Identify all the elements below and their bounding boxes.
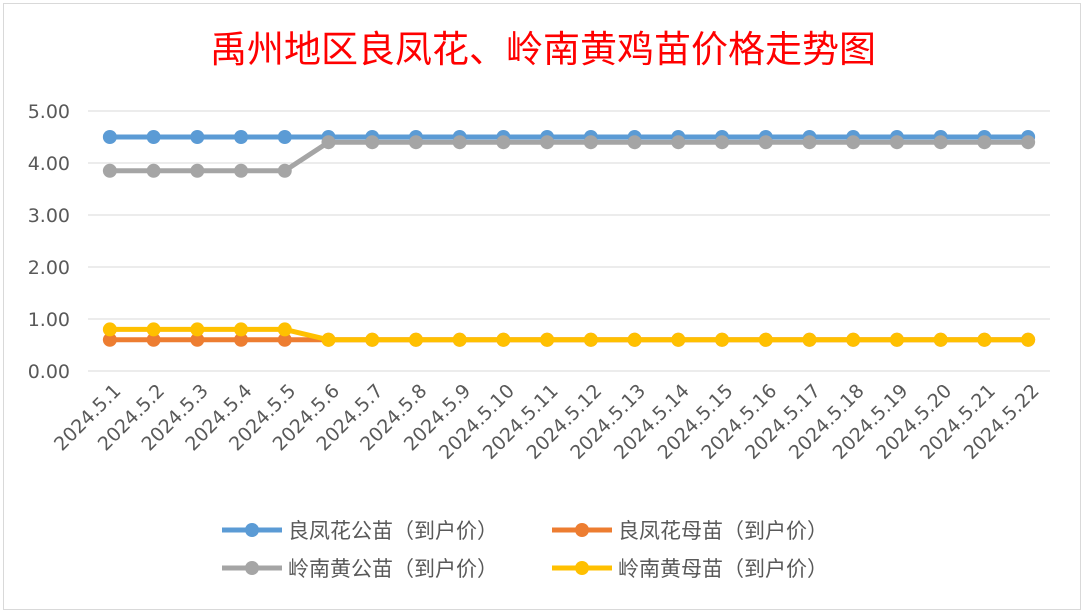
- data-point: [933, 135, 948, 150]
- data-point: [277, 322, 292, 337]
- data-point: [102, 163, 117, 178]
- data-point: [802, 332, 817, 347]
- legend-label: 岭南黄母苗（到户价）: [618, 557, 828, 581]
- data-point: [102, 322, 117, 337]
- data-point: [146, 163, 161, 178]
- data-point: [889, 332, 904, 347]
- data-point: [452, 135, 467, 150]
- data-point: [1021, 332, 1036, 347]
- data-point: [1021, 135, 1036, 150]
- data-point: [102, 130, 117, 144]
- data-point: [540, 135, 555, 150]
- data-point: [627, 135, 642, 150]
- series-4: [102, 322, 1036, 347]
- legend-marker: [575, 561, 589, 575]
- data-point: [627, 332, 642, 347]
- data-point: [846, 332, 861, 347]
- data-point: [190, 332, 205, 347]
- series-line: [107, 326, 1031, 343]
- gridlines: [88, 110, 1050, 372]
- data-point: [277, 332, 292, 347]
- data-point: [234, 163, 249, 178]
- legend-item-4: 岭南黄母苗（到户价）: [552, 557, 828, 581]
- data-point: [234, 322, 249, 337]
- data-point: [277, 130, 292, 144]
- data-point: [102, 332, 117, 347]
- y-tick-label: 2.00: [28, 257, 70, 279]
- data-point: [365, 332, 380, 347]
- data-point: [671, 332, 686, 347]
- data-point: [146, 322, 161, 337]
- legend-item-1: 良凤花公苗（到户价）: [222, 519, 498, 543]
- data-point: [234, 332, 249, 347]
- chart-title: 禹州地区良凤花、岭南黄鸡苗价格走势图: [210, 28, 876, 71]
- data-point: [190, 163, 205, 178]
- legend-marker: [575, 523, 589, 537]
- legend-marker: [245, 561, 259, 575]
- series-3: [102, 135, 1036, 178]
- data-point: [408, 332, 423, 347]
- data-point: [977, 332, 992, 347]
- data-point: [583, 332, 598, 347]
- data-point: [583, 135, 598, 150]
- legend: 良凤花公苗（到户价） 良凤花母苗（到户价） 岭南黄公苗（到户价） 岭南黄母苗（到户价）: [222, 519, 828, 581]
- data-point: [234, 130, 249, 144]
- legend-marker: [245, 523, 259, 537]
- y-axis-labels: 0.00 1.00 2.00 3.00 4.00 5.00: [28, 101, 70, 383]
- data-point: [496, 332, 511, 347]
- legend-item-2: 良凤花母苗（到户价）: [552, 519, 828, 543]
- legend-item-3: 岭南黄公苗（到户价）: [222, 557, 498, 581]
- data-point: [758, 332, 773, 347]
- data-point: [671, 135, 686, 150]
- legend-label: 良凤花公苗（到户价）: [288, 519, 498, 543]
- data-point: [452, 332, 467, 347]
- data-point: [321, 332, 336, 347]
- y-tick-label: 1.00: [28, 309, 70, 331]
- y-tick-label: 3.00: [28, 205, 70, 227]
- data-point: [802, 135, 817, 150]
- legend-label: 良凤花母苗（到户价）: [618, 519, 828, 543]
- data-point: [277, 163, 292, 178]
- data-point: [715, 135, 730, 150]
- data-point: [321, 135, 336, 150]
- data-point: [190, 322, 205, 337]
- data-point: [190, 130, 205, 144]
- data-point: [146, 130, 161, 144]
- data-point: [146, 332, 161, 347]
- data-point: [846, 135, 861, 150]
- legend-label: 岭南黄公苗（到户价）: [288, 557, 498, 581]
- data-point: [933, 332, 948, 347]
- chart-frame: [3, 3, 1081, 610]
- data-point: [496, 135, 511, 150]
- y-tick-label: 4.00: [28, 153, 70, 175]
- series-lines: [102, 130, 1036, 347]
- data-point: [889, 135, 904, 150]
- data-point: [758, 135, 773, 150]
- data-point: [715, 332, 730, 347]
- data-point: [540, 332, 555, 347]
- data-point: [977, 135, 992, 150]
- series-line: [107, 139, 1031, 174]
- x-axis-labels: 2024.5.12024.5.22024.5.32024.5.42024.5.5…: [50, 380, 1044, 464]
- y-tick-label: 0.00: [28, 361, 70, 383]
- data-point: [365, 135, 380, 150]
- data-point: [408, 135, 423, 150]
- y-tick-label: 5.00: [28, 101, 70, 123]
